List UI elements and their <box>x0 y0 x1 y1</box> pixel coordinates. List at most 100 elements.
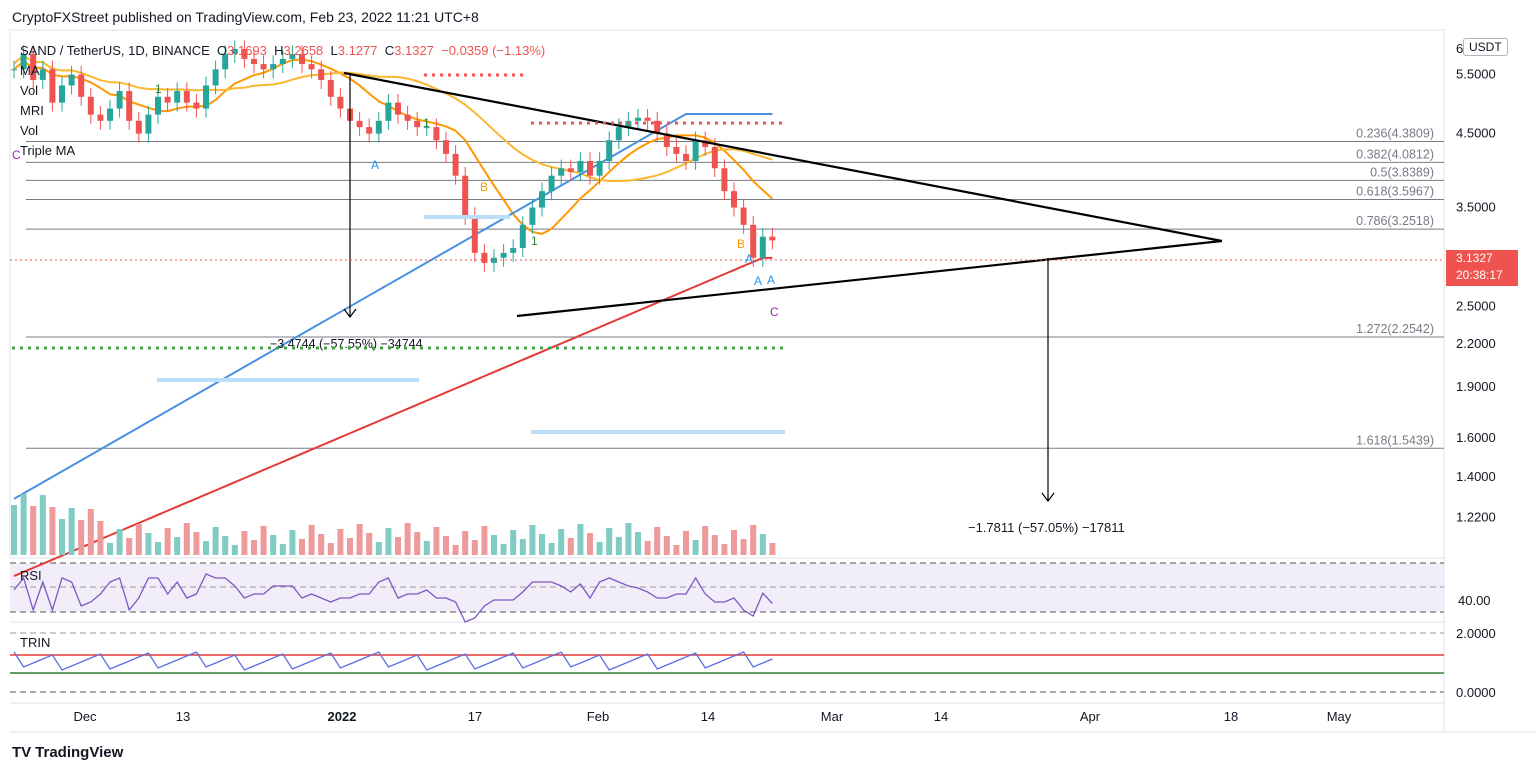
indicator-triple-ma[interactable]: Triple MA <box>20 143 76 158</box>
price-axis[interactable]: 6 5.5000 4.5000 3.5000 2.5000 2.2000 1.9000 1.6… <box>1456 41 1496 525</box>
candle-body <box>222 53 229 70</box>
candle-body <box>145 114 152 134</box>
candle-body <box>654 120 661 134</box>
volume-bar <box>471 540 478 555</box>
volume-bar <box>721 544 728 555</box>
volume-bar <box>203 541 209 555</box>
candle-body <box>78 74 85 97</box>
price-axis-label: 1.4000 <box>1456 469 1496 484</box>
volume-bar <box>577 524 584 555</box>
volume-bar <box>462 531 469 555</box>
volume-bar <box>366 533 373 555</box>
candle-body <box>462 175 469 217</box>
oscillators <box>13 573 773 671</box>
volume-bar <box>414 532 421 555</box>
rsi-line <box>13 573 773 623</box>
fib-level-label: 1.272(2.2542) <box>1356 322 1434 336</box>
fib-level-label: 0.236(4.3809) <box>1356 126 1434 140</box>
time-axis-label: 17 <box>468 709 482 724</box>
volume-bar <box>49 507 56 555</box>
candle-body <box>356 120 363 128</box>
price-axis-label: 1.2200 <box>1456 510 1496 525</box>
candle-body <box>164 96 171 103</box>
open-value: 3.1693 <box>227 43 267 58</box>
fib-level-label: 0.618(3.5967) <box>1356 185 1434 199</box>
volume-bar <box>404 523 411 555</box>
ohlc-row: SAND / TetherUS, 1D, BINANCE O3.1693 H3.… <box>20 41 545 61</box>
volume-bar <box>193 532 200 555</box>
volume-bar <box>116 529 123 555</box>
tradingview-footer[interactable]: TV TradingView <box>12 744 123 761</box>
trin-label: TRIN <box>20 635 50 650</box>
price-axis-label: 4.5000 <box>1456 126 1496 141</box>
volume-bar <box>318 534 325 555</box>
measure-arrow-right[interactable] <box>1041 258 1055 502</box>
indicator-vol-2[interactable]: Vol <box>20 123 39 138</box>
candle-body <box>606 140 613 161</box>
indicator-ma[interactable]: MA <box>20 63 40 78</box>
time-axis[interactable]: Dec 13 2022 17 Feb 14 Mar 14 Apr 18 May <box>73 709 1351 724</box>
candle-body <box>289 53 296 59</box>
candle-body <box>203 85 209 109</box>
countdown-timer: 20:38:17 <box>1456 268 1503 282</box>
candle-body <box>299 53 305 65</box>
pattern-markers: A B A B A A C C 1 1 1 <box>12 82 779 319</box>
volume-bar <box>491 535 497 555</box>
volume-bar <box>231 545 238 555</box>
volume-bar <box>539 534 545 555</box>
measure-arrow-left[interactable] <box>343 74 357 318</box>
candle-body <box>423 127 430 129</box>
volume-bar <box>500 544 507 555</box>
candle-body <box>20 53 27 70</box>
volume-bar <box>615 537 622 555</box>
candle-body <box>769 236 776 241</box>
candle-body <box>443 140 449 154</box>
volume-bar <box>481 526 488 555</box>
indicator-vol[interactable]: Vol <box>20 83 39 98</box>
symmetrical-triangle[interactable] <box>343 71 1223 318</box>
change-value: −0.0359 (−1.13%) <box>441 43 546 58</box>
volume-bar <box>78 520 85 555</box>
volume-bar <box>356 524 363 555</box>
candle-body <box>375 120 382 134</box>
ma-fast-line <box>13 58 774 235</box>
volume-bar <box>59 519 65 555</box>
price-axis-label: 3.5000 <box>1456 200 1496 215</box>
symbol-label[interactable]: SAND / TetherUS, 1D, BINANCE <box>20 43 210 58</box>
time-axis-label: Feb <box>587 709 609 724</box>
volume-bar <box>385 528 392 555</box>
volume-bar <box>222 536 229 555</box>
candle-body <box>558 168 565 176</box>
ma-mid-line <box>13 54 773 183</box>
open-label: O <box>217 43 228 58</box>
currency-selector[interactable]: USDT <box>1463 38 1508 56</box>
marker-c: C <box>770 305 779 319</box>
volume-bar <box>375 542 382 555</box>
trin-axis-top: 2.0000 <box>1456 626 1496 641</box>
volume-bar <box>241 531 248 555</box>
candle-body <box>251 58 257 65</box>
volume-bar <box>87 509 94 555</box>
ma-slow-line <box>13 113 773 500</box>
candle-body <box>155 96 161 115</box>
volume-bar <box>39 495 46 555</box>
publisher-header: CryptoFXStreet published on TradingView.… <box>12 9 479 25</box>
price-axis-label: 5.5000 <box>1456 67 1496 82</box>
candle-body <box>126 91 133 121</box>
volume-bar <box>587 533 593 555</box>
fib-level-label: 0.786(3.2518) <box>1356 214 1434 228</box>
candle-body <box>567 168 574 172</box>
low-label: L <box>330 43 338 58</box>
candle-body <box>481 252 488 263</box>
volume-bar <box>452 545 459 555</box>
candle-body <box>97 114 104 121</box>
candle-body <box>39 69 46 80</box>
candle-body <box>433 127 440 141</box>
volume-bar <box>529 525 536 555</box>
volume-bar <box>510 530 517 555</box>
indicator-mri[interactable]: MRI <box>20 103 44 118</box>
volume-bar <box>750 525 757 555</box>
candle-body <box>635 117 641 121</box>
marker-a: A <box>745 252 753 266</box>
